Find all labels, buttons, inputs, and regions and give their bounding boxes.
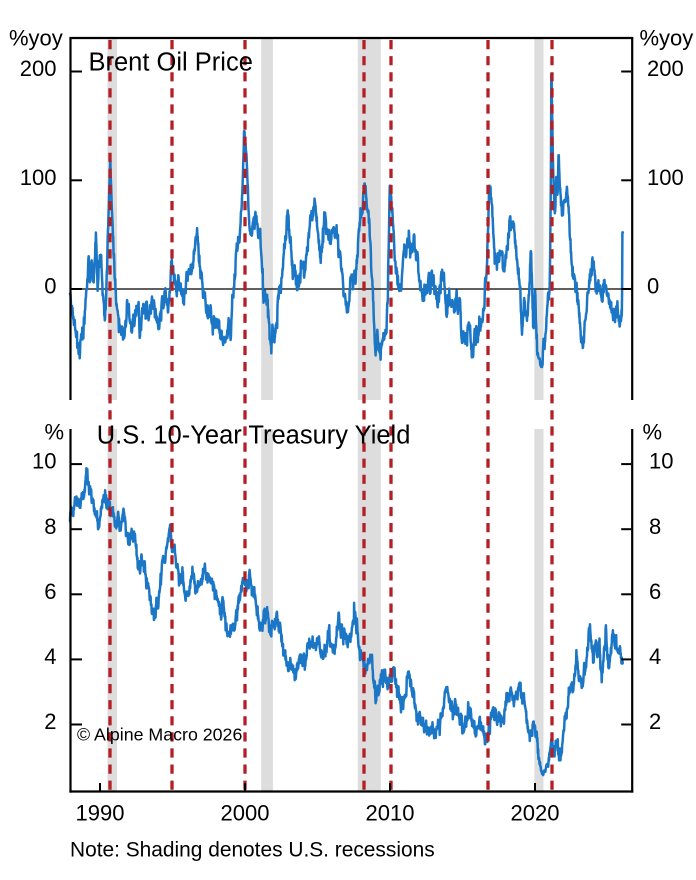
svg-text:0: 0 (44, 274, 56, 299)
svg-text:2: 2 (44, 709, 56, 734)
svg-text:10: 10 (32, 449, 56, 474)
svg-text:4: 4 (649, 644, 661, 669)
svg-text:2000: 2000 (221, 801, 270, 826)
svg-text:10: 10 (649, 449, 673, 474)
svg-text:%yoy: %yoy (640, 26, 694, 51)
svg-text:Brent Oil Price: Brent Oil Price (89, 48, 253, 76)
svg-text:%: % (45, 420, 65, 445)
svg-text:6: 6 (649, 579, 661, 604)
svg-text:0: 0 (647, 274, 659, 299)
svg-text:2: 2 (649, 709, 661, 734)
svg-text:4: 4 (44, 644, 56, 669)
svg-text:100: 100 (20, 165, 57, 190)
svg-text:200: 200 (647, 56, 684, 81)
svg-text:© Alpine Macro 2026: © Alpine Macro 2026 (77, 724, 242, 744)
svg-text:Note: Shading denotes U.S. rec: Note: Shading denotes U.S. recessions (70, 838, 435, 861)
svg-text:6: 6 (44, 579, 56, 604)
svg-text:1990: 1990 (76, 801, 125, 826)
svg-text:8: 8 (44, 514, 56, 539)
svg-text:%yoy: %yoy (9, 26, 63, 51)
svg-text:8: 8 (649, 514, 661, 539)
svg-text:%: % (643, 420, 663, 445)
svg-text:U.S. 10-Year Treasury Yield: U.S. 10-Year Treasury Yield (97, 422, 411, 450)
svg-text:200: 200 (20, 56, 57, 81)
svg-text:2010: 2010 (366, 801, 415, 826)
svg-text:2020: 2020 (511, 801, 560, 826)
svg-text:100: 100 (647, 165, 684, 190)
